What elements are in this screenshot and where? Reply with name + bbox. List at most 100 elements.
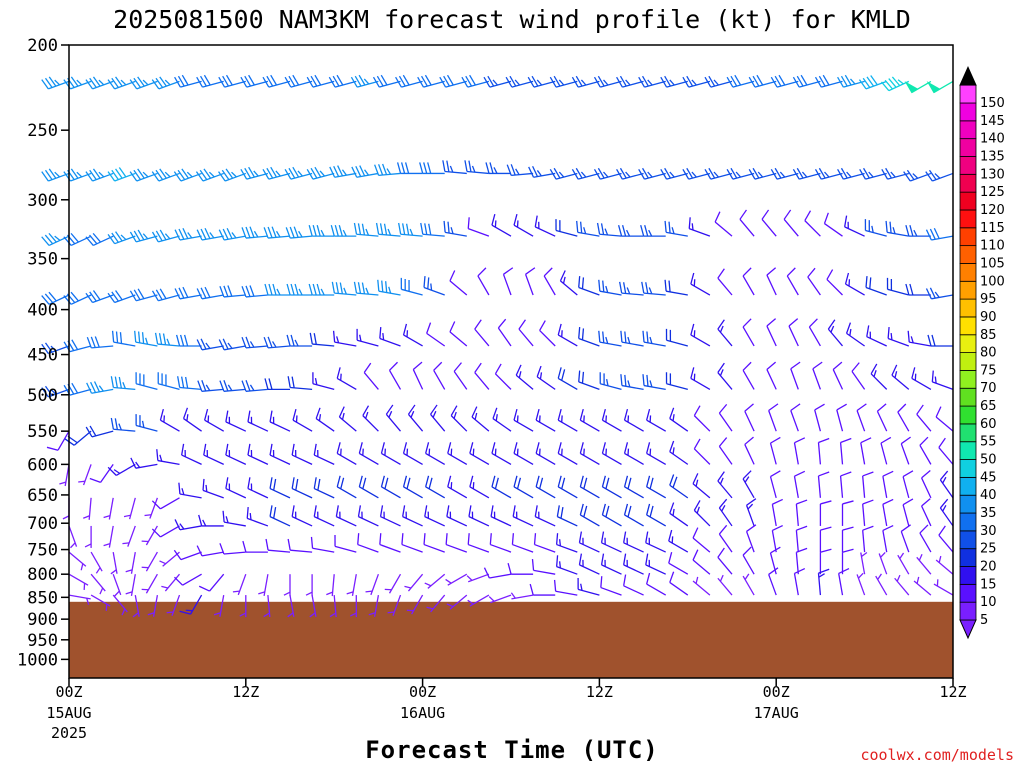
barb-shaft <box>919 532 932 553</box>
wind-barb <box>549 75 578 88</box>
barb-shaft <box>557 516 578 527</box>
barb-feather <box>837 168 844 180</box>
barb-feather <box>330 224 335 237</box>
barb-feather <box>266 167 274 179</box>
barb-shaft <box>812 368 822 390</box>
barb-feather <box>336 442 341 454</box>
wind-barb <box>219 543 246 555</box>
credit-text: coolwx.com/models <box>860 746 1014 764</box>
barb-feather <box>579 442 584 454</box>
wind-barb <box>880 436 892 465</box>
barb-feather <box>899 552 905 559</box>
barb-shaft <box>334 545 357 553</box>
colorbar-label: 20 <box>980 560 997 575</box>
barb-feather <box>559 270 566 282</box>
wind-barb <box>900 524 911 553</box>
wind-barb <box>406 594 424 615</box>
barb-feather <box>690 367 695 379</box>
wind-barb <box>925 169 954 182</box>
barb-feather <box>264 378 269 390</box>
barb-feather <box>200 287 207 299</box>
barb-feather <box>336 336 340 344</box>
barb-feather <box>196 76 204 88</box>
barb-feather <box>505 76 513 88</box>
barb-feather <box>539 320 546 331</box>
barb-feather <box>642 374 645 386</box>
barb-shaft <box>512 543 534 553</box>
barb-feather <box>332 75 340 87</box>
wind-barb <box>838 567 850 596</box>
barb-feather <box>174 76 181 88</box>
barb-feather <box>315 407 321 419</box>
barb-feather <box>410 410 415 418</box>
barb-feather <box>578 531 583 543</box>
barb-feather <box>222 338 229 350</box>
wind-barb <box>287 594 295 618</box>
barb-feather <box>333 165 340 177</box>
wind-barb <box>717 319 733 347</box>
barb-feather <box>180 376 185 388</box>
barb-feather <box>125 569 133 573</box>
wind-barb <box>921 470 932 499</box>
wind-barb <box>112 573 122 597</box>
y-tick-label: 250 <box>27 121 58 141</box>
y-tick-label: 550 <box>27 422 58 442</box>
barb-shaft <box>378 233 401 237</box>
wind-barb <box>913 576 932 596</box>
barb-feather <box>862 471 874 477</box>
wind-barb <box>638 167 666 180</box>
barb-shaft <box>621 341 644 347</box>
barb-feather <box>445 578 452 584</box>
wind-barb <box>690 367 711 390</box>
barb-feather <box>721 504 726 512</box>
barb-feather <box>154 332 159 345</box>
barb-feather <box>225 516 229 523</box>
barb-feather <box>796 547 808 553</box>
barb-shaft <box>502 274 512 296</box>
barb-feather <box>402 323 408 336</box>
barb-feather <box>601 503 606 516</box>
barb-feather <box>361 223 366 236</box>
barb-feather <box>200 75 207 87</box>
wind-barb <box>692 576 711 596</box>
barb-feather <box>695 576 699 584</box>
barb-feather <box>668 280 671 292</box>
barb-feather <box>365 228 370 236</box>
colorbar-label: 10 <box>980 595 997 610</box>
barb-feather <box>778 74 786 86</box>
barb-feather <box>660 76 668 88</box>
barb-feather <box>605 477 610 490</box>
barb-feather <box>122 542 130 545</box>
barb-feather <box>851 362 860 372</box>
barb-feather <box>50 345 57 352</box>
barb-feather <box>557 323 562 336</box>
y-tick-label: 700 <box>27 514 58 534</box>
barb-feather <box>695 479 699 487</box>
wind-barb <box>891 364 910 390</box>
barb-feather <box>342 229 347 237</box>
barb-shaft <box>158 80 180 90</box>
barb-shaft <box>445 543 468 553</box>
wind-barb <box>578 531 600 553</box>
barb-feather <box>503 267 514 275</box>
barb-feather <box>620 330 623 343</box>
wind-barbs <box>41 74 954 618</box>
barb-shaft <box>865 286 887 296</box>
barb-feather <box>897 403 907 413</box>
barb-feather <box>346 591 354 595</box>
wind-barb <box>938 525 954 553</box>
barb-feather <box>474 319 482 330</box>
wind-barb <box>557 323 578 347</box>
wind-barb <box>601 408 622 432</box>
x-tick-label: 17AUG <box>754 704 799 722</box>
wind-barb <box>665 328 688 347</box>
wind-barb <box>515 364 534 390</box>
wind-barb <box>287 376 313 391</box>
wind-barb <box>761 209 777 237</box>
barb-feather <box>248 166 255 178</box>
wind-barb <box>792 167 821 180</box>
wind-barb <box>916 553 932 575</box>
barb-feather <box>840 471 852 477</box>
wind-barb <box>491 442 512 465</box>
y-axis-ticks: 2002503003504004505005506006507007508008… <box>17 36 69 670</box>
